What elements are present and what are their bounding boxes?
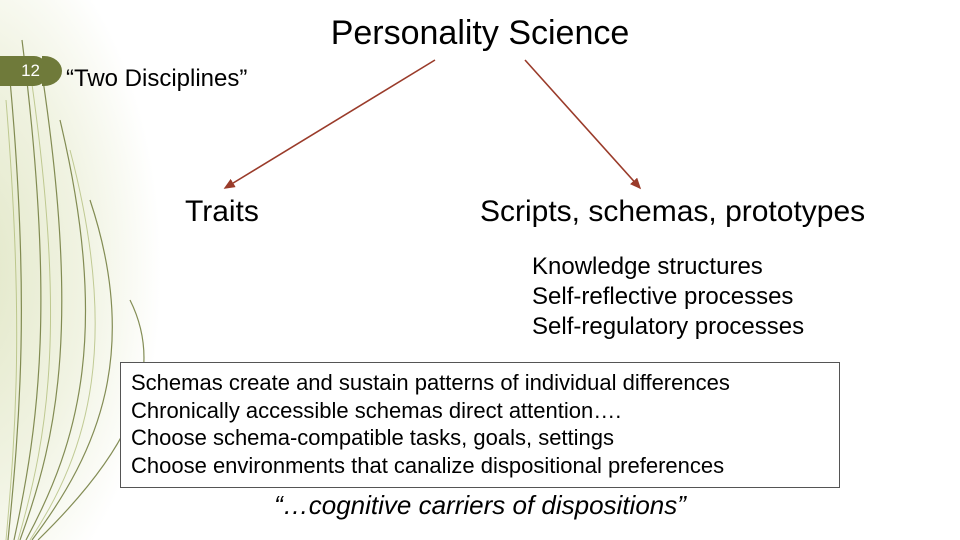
- schema-textbox: Schemas create and sustain patterns of i…: [120, 362, 840, 488]
- left-branch-label: Traits: [185, 195, 259, 229]
- right-branch-label: Scripts, schemas, prototypes: [480, 195, 865, 229]
- right-sub-list: Knowledge structures Self-reflective pro…: [532, 252, 804, 342]
- slide-title: Personality Science: [0, 14, 960, 53]
- slide-subtitle: “Two Disciplines”: [66, 65, 247, 93]
- bottom-quote: “…cognitive carriers of dispositions”: [0, 490, 960, 521]
- sub-list-item: Knowledge structures: [532, 252, 804, 282]
- box-line: Choose schema-compatible tasks, goals, s…: [131, 424, 829, 452]
- box-line: Choose environments that canalize dispos…: [131, 452, 829, 480]
- box-line: Schemas create and sustain patterns of i…: [131, 369, 829, 397]
- sub-list-item: Self-regulatory processes: [532, 312, 804, 342]
- box-line: Chronically accessible schemas direct at…: [131, 397, 829, 425]
- slide-content: Personality Science “Two Disciplines” Tr…: [0, 0, 960, 540]
- sub-list-item: Self-reflective processes: [532, 282, 804, 312]
